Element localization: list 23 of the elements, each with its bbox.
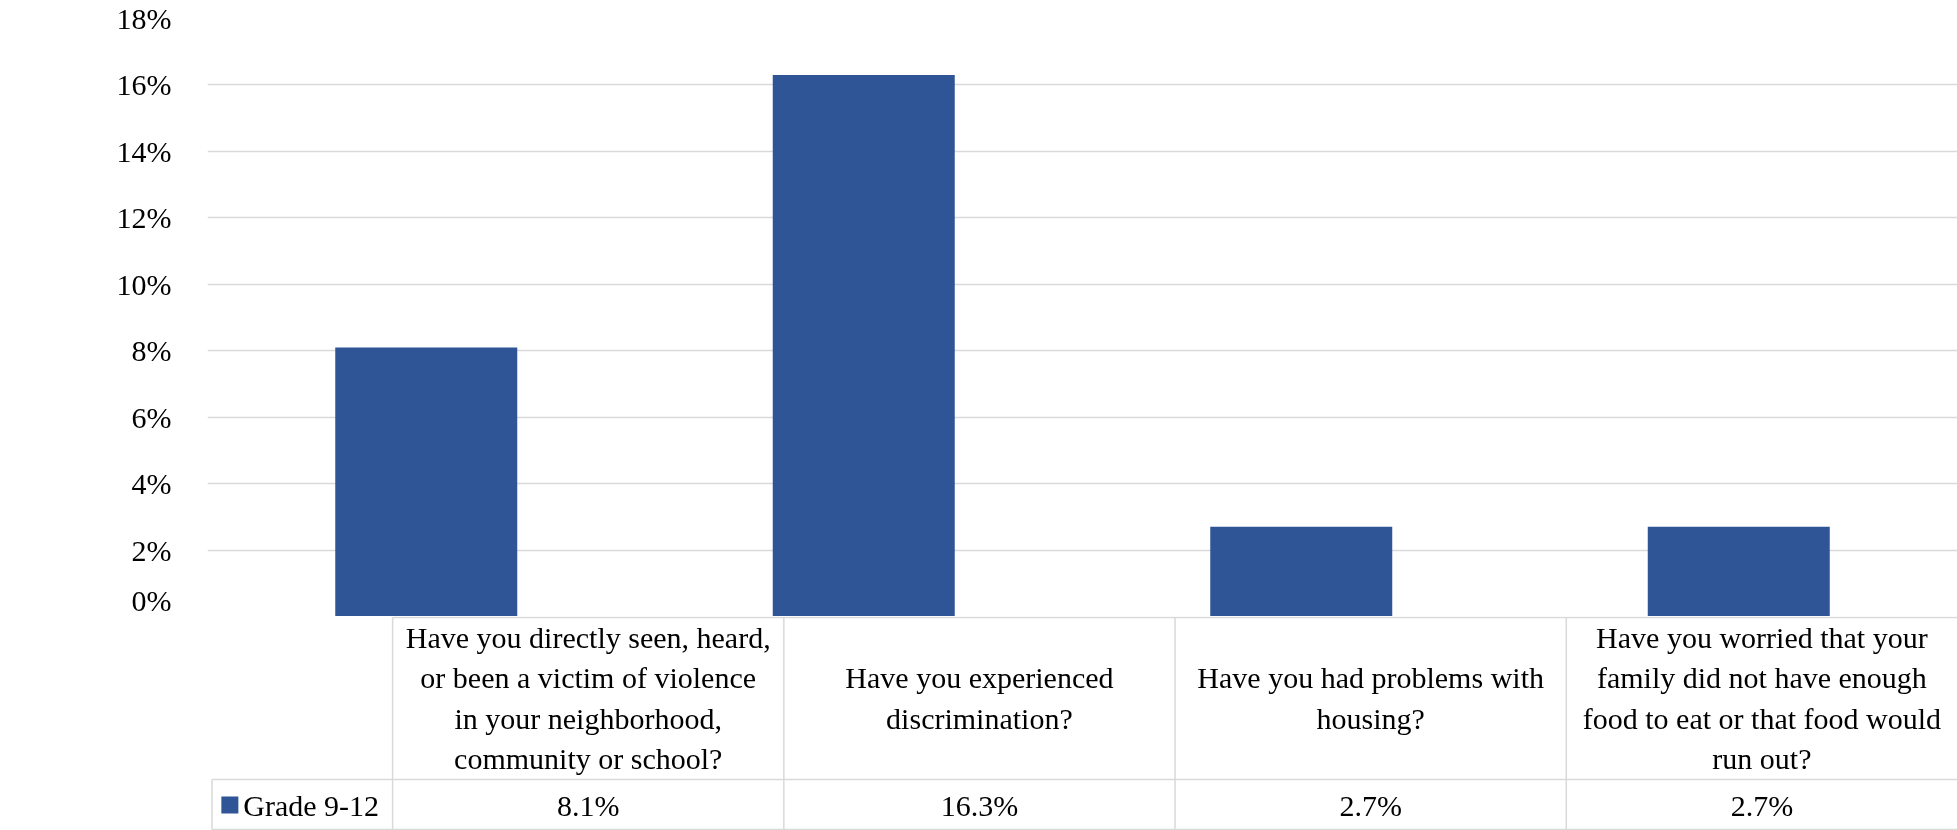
y-tick-label: 18%: [116, 2, 172, 35]
y-tick-label: 12%: [116, 201, 172, 235]
y-tick-label: 4%: [131, 467, 172, 501]
data-label: 2.7%: [1730, 788, 1794, 822]
data-label: 16.3%: [940, 788, 1019, 822]
x-tick-label: Have you experienced discrimination?: [845, 661, 1114, 735]
y-tick-label: 6%: [131, 400, 172, 434]
y-tick-label: 14%: [116, 134, 172, 168]
bar: [1210, 526, 1393, 616]
x-tick-label: Have you directly seen, heard, or been a victim of violence in your neighborhood, community or school?: [405, 621, 771, 775]
legend-label: Grade 9-12: [243, 788, 380, 822]
y-tick-label: 0%: [131, 583, 172, 617]
x-tick-label: Have you had problems with housing?: [1197, 661, 1544, 735]
y-tick-label: 10%: [116, 267, 172, 301]
bar: [772, 74, 955, 616]
bar: [1647, 526, 1830, 616]
bar: [335, 347, 518, 616]
data-label: 8.1%: [556, 788, 620, 822]
y-tick-label: 8%: [131, 334, 172, 368]
data-label: 2.7%: [1339, 788, 1402, 822]
y-tick-label: 2%: [131, 533, 172, 567]
y-tick-label: 16%: [116, 68, 172, 102]
x-tick-label: Have you worried that your family did not have enough food to eat or that food would run out?: [1582, 621, 1942, 775]
